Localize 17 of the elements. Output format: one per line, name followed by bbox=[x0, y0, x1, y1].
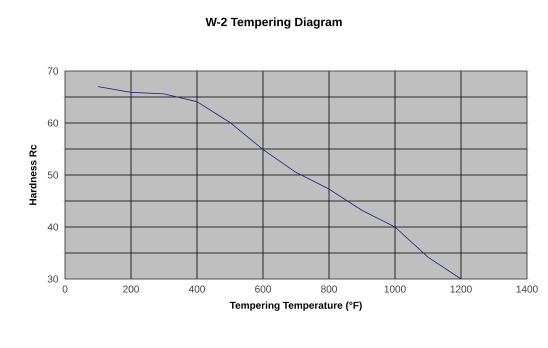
x-tick-label: 600 bbox=[255, 286, 271, 293]
y-tick-label: 40 bbox=[48, 223, 58, 231]
x-tick-label: 1000 bbox=[384, 286, 406, 293]
x-tick-label: 0 bbox=[62, 286, 68, 293]
y-tick-label: 30 bbox=[48, 275, 58, 283]
x-tick-label: 1200 bbox=[450, 286, 472, 293]
chart-title: W-2 Tempering Diagram bbox=[206, 17, 342, 29]
x-tick-label: 200 bbox=[123, 286, 139, 293]
line-series bbox=[98, 86, 462, 279]
y-axis-title: Hardness Rc bbox=[29, 144, 36, 205]
y-tick-label: 50 bbox=[48, 171, 58, 179]
x-axis-title: Tempering Temperature (°F) bbox=[230, 301, 362, 311]
x-tick-label: 800 bbox=[321, 286, 337, 293]
y-tick-label: 70 bbox=[48, 67, 58, 75]
y-tick-label: 60 bbox=[48, 119, 58, 127]
x-tick-label: 1400 bbox=[516, 286, 538, 293]
x-tick-label: 400 bbox=[188, 286, 205, 293]
